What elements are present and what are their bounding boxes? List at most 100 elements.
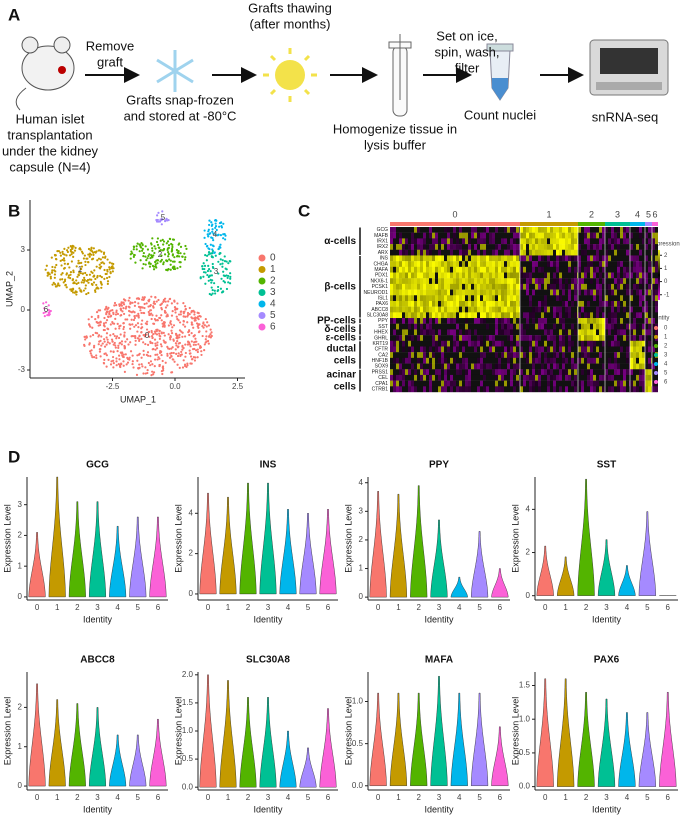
cell-dot [184,305,186,307]
legend-swatch [654,326,658,330]
heatmap-cell [471,255,474,261]
heatmap-cell [474,295,477,301]
cell-dot [198,312,200,314]
heatmap-cell [483,364,486,370]
cell-dot [92,334,94,336]
x-tick-label: 5 [136,793,141,802]
heatmap-cell [608,290,611,296]
heatmap-cell [623,352,626,358]
heatmap-cell [405,290,408,296]
heatmap-cell [562,329,565,335]
heatmap-cell [578,250,581,256]
heatmap-cell [423,250,426,256]
heatmap-cell [596,267,599,273]
heatmap-cell [396,227,399,233]
heatmap-cell [429,312,432,318]
x-axis-label: Identity [83,614,113,624]
heatmap-cell [507,227,510,233]
heatmap-cell [501,375,504,381]
heatmap-cell [596,278,599,284]
heatmap-cell [489,329,492,335]
heatmap-cell [471,307,474,313]
heatmap-cell [489,250,492,256]
cell-dot [174,311,176,313]
heatmap-cell [456,369,459,375]
heatmap-cell [510,307,513,313]
heatmap-cell [438,250,441,256]
cell-dot [147,255,149,257]
heatmap-cell [590,278,593,284]
cell-dot [204,243,206,245]
heatmap-cell [420,267,423,273]
x-tick-label: 4 [457,793,462,802]
heatmap-cell [538,284,541,290]
cell-dot [206,321,208,323]
heatmap-cell [587,301,590,307]
heatmap-cell [426,284,429,290]
heatmap-cell [538,381,541,387]
heatmap-cell [645,307,648,313]
heatmap-cell [642,312,645,318]
heatmap-cell [639,346,642,352]
heatmap-cell [587,358,590,364]
heatmap-cell [578,386,581,392]
cell-dot [208,224,210,226]
legend-label: 3 [664,353,668,359]
cell-dot [142,341,144,343]
heatmap-cell [538,335,541,341]
heatmap-cell [633,346,636,352]
x-tick-label: 0 [35,603,40,612]
heatmap-cell [393,295,396,301]
y-tick-label: -3 [18,365,26,374]
heatmap-cell [471,386,474,392]
heatmap-cell [411,238,414,244]
heatmap-cell [590,352,593,358]
heatmap-cell [645,352,648,358]
heatmap-cell [447,364,450,370]
heatmap-cell [645,273,648,279]
heatmap-cell [459,375,462,381]
heatmap-cell [492,369,495,375]
heatmap-cell [581,346,584,352]
cell-dot [206,274,208,276]
heatmap-cell [516,250,519,256]
heatmap-cell [459,244,462,250]
x-tick-label: 5 [306,793,311,802]
heatmap-cell [423,307,426,313]
cell-dot [136,248,138,250]
violin [410,486,427,598]
heatmap-cell [652,261,655,267]
heatmap-cell [571,244,574,250]
heatmap-cell [581,244,584,250]
heatmap-cell [535,352,538,358]
heatmap-cell [486,290,489,296]
cell-dot [102,342,104,344]
heatmap-cell [402,324,405,330]
heatmap-cell [486,329,489,335]
heatmap-cell [390,312,393,318]
heatmap-cell [642,273,645,279]
heatmap-cell [611,312,614,318]
heatmap-cell [420,233,423,239]
cell-dot [218,226,220,228]
cell-dot [81,251,83,253]
heatmap-cell [423,290,426,296]
heatmap-cell [393,346,396,352]
violin [220,680,237,787]
cell-dot [103,322,105,324]
heatmap-cell [465,273,468,279]
heatmap-cell [468,352,471,358]
heatmap-cell [639,267,642,273]
cell-dot [117,347,119,349]
heatmap-cell [489,352,492,358]
heatmap-cell [608,375,611,381]
heatmap-cell [547,346,550,352]
heatmap-cell [507,284,510,290]
cell-dot [204,343,206,345]
heatmap-cell [450,250,453,256]
cell-dot [110,363,112,365]
heatmap-cell [447,238,450,244]
heatmap-cell [574,273,577,279]
heatmap-cell [396,352,399,358]
heatmap-cell [438,352,441,358]
